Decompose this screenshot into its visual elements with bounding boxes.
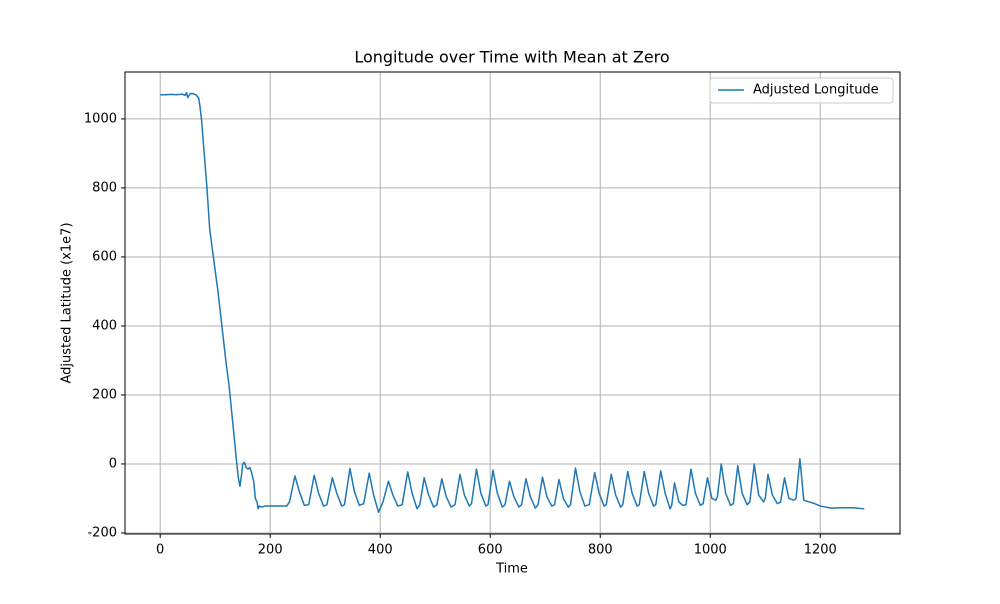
x-axis-label: Time: [495, 562, 528, 577]
plot-frame: [124, 71, 901, 535]
x-tick-label: 800: [588, 543, 613, 558]
y-tick-label: 800: [92, 180, 117, 195]
y-tick-label: 600: [92, 249, 117, 264]
y-axis-label: Adjusted Latitude (x1e7): [60, 222, 75, 383]
x-tick-label: 1000: [694, 543, 727, 558]
legend-label: Adjusted Longitude: [753, 83, 879, 98]
y-tick-label: 0: [109, 456, 117, 471]
y-tick-label: 1000: [84, 111, 117, 126]
x-tick-label: 600: [478, 543, 503, 558]
x-tick-label: 400: [368, 543, 393, 558]
data-line: [160, 91, 865, 514]
y-tick-label: -200: [87, 525, 117, 540]
y-tick-label: 200: [92, 387, 117, 402]
x-tick-label: 0: [156, 543, 164, 558]
x-tick-label: 200: [258, 543, 283, 558]
x-tick-label: 1200: [804, 543, 837, 558]
chart-title: Longitude over Time with Mean at Zero: [354, 48, 669, 67]
legend-box: [709, 77, 894, 104]
y-tick-label: 400: [92, 318, 117, 333]
